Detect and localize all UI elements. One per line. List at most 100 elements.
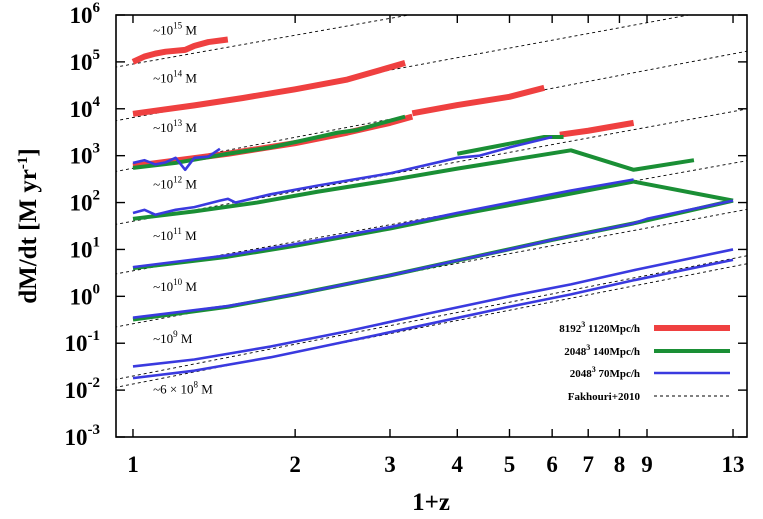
mass-label-exponent: 12 [173, 174, 182, 184]
mass-label-prefix: ~10 [153, 120, 173, 135]
data-series [131, 36, 734, 380]
mass-label-exponent: 11 [173, 226, 182, 236]
y-tick-label: 10-2 [65, 375, 101, 403]
mass-label-unit: M [182, 176, 197, 191]
y-tick-exponent: 3 [93, 141, 101, 157]
y-axis-title-close: ] [15, 148, 42, 156]
mass-label-prefix: ~10 [153, 23, 173, 38]
legend-label: Fakhouri+2010 [568, 391, 641, 403]
mass-label-prefix: ~10 [153, 176, 173, 191]
legend-label-exponent: 3 [592, 365, 596, 374]
mass-label: ~1012 M [153, 174, 197, 191]
mass-label: ~1015 M [153, 21, 197, 38]
y-tick-label: 10-3 [65, 422, 101, 450]
x-tick-label: 13 [722, 452, 745, 477]
y-tick-label: 102 [70, 188, 101, 216]
series-8192-1120mpc-line [411, 84, 545, 117]
y-tick-base: 10 [70, 237, 93, 262]
y-tick-base: 10 [65, 378, 88, 403]
series-2048-70mpc-line [132, 258, 734, 380]
mass-label-prefix: ~10 [153, 331, 173, 346]
series-2048-70mpc-line [132, 199, 734, 320]
y-tick-exponent: -2 [88, 375, 101, 391]
y-axis-title-exponent: -1 [15, 157, 31, 170]
y-tick-exponent: 2 [93, 188, 101, 204]
mass-label-unit: M [182, 23, 197, 38]
mass-label-exponent: 8 [194, 379, 199, 389]
series-2048-70mpc-line [132, 178, 634, 269]
legend-label-main: 8192 [559, 323, 582, 335]
mass-label-exponent: 10 [173, 277, 183, 287]
x-axis-title: 1+z [412, 489, 450, 516]
legend-label-suffix: 140Mpc/h [590, 346, 640, 358]
mass-label: ~1011 M [153, 226, 197, 243]
mass-label: ~6 × 108 M [153, 379, 213, 396]
series-8192-1120mpc-line [131, 36, 229, 65]
y-tick-base: 10 [70, 50, 93, 75]
y-tick-base: 10 [70, 144, 93, 169]
x-tick-label: 8 [614, 452, 626, 477]
series-2048-70mpc-line [132, 135, 553, 217]
series-8192-1120mpc-line [559, 119, 635, 138]
y-tick-base: 10 [70, 191, 93, 216]
y-axis-title: dM/dt [M yr-1] [15, 148, 42, 304]
x-tick-label: 4 [452, 452, 464, 477]
mass-label: ~109 M [153, 329, 193, 346]
legend-label-suffix: 1120Mpc/h [585, 323, 640, 335]
y-tick-exponent: 5 [93, 47, 101, 63]
series-2048-70mpc-line [132, 147, 221, 172]
y-tick-base: 10 [70, 97, 93, 122]
fakhouri-fit-line [116, 255, 747, 380]
y-tick-exponent: 0 [93, 281, 101, 297]
mass-labels: ~1015 M~1014 M~1013 M~1012 M~1011 M~1010… [153, 21, 213, 397]
fakhouri-fit-line [116, 15, 412, 68]
y-tick-label: 101 [70, 234, 101, 262]
y-axis-title-main: dM/dt [M yr [15, 169, 42, 304]
y-tick-label: 104 [70, 94, 101, 122]
y-tick-exponent: 1 [93, 234, 101, 250]
x-tick-label: 2 [289, 452, 301, 477]
mass-label-unit: M [182, 279, 197, 294]
legend-label-main: 2048 [564, 346, 587, 358]
y-tick-base: 10 [65, 331, 88, 356]
y-tick-base: 10 [70, 3, 93, 28]
x-tick-label: 5 [504, 452, 516, 477]
y-tick-label: 106 [70, 0, 101, 28]
mass-label-prefix: ~10 [153, 279, 173, 294]
y-tick-label: 10-1 [65, 328, 101, 356]
series-2048-70mpc-line [132, 248, 734, 368]
mass-label-exponent: 14 [173, 69, 183, 79]
y-tick-exponent: 6 [93, 0, 101, 16]
y-tick-exponent: 4 [93, 94, 101, 110]
y-tick-base: 10 [65, 425, 88, 450]
mass-label-unit: M [182, 120, 197, 135]
y-tick-label: 105 [70, 47, 101, 75]
mass-label: ~1013 M [153, 118, 197, 135]
series-2048-140mpc-line [456, 135, 564, 156]
x-tick-label: 9 [641, 452, 653, 477]
x-tick-label: 1 [127, 452, 139, 477]
legend-label-suffix: 70Mpc/h [596, 368, 640, 380]
y-tick-label: 100 [70, 281, 101, 309]
axis-ticks: 1 2 3 4 5 6 7 8 9 1310-310-210-110010110210310410… [65, 0, 747, 477]
series-2048-140mpc-line [132, 179, 734, 271]
mass-label-unit: M [198, 381, 213, 396]
y-tick-base: 10 [70, 284, 93, 309]
mass-label-unit: M [182, 71, 197, 86]
mass-label-exponent: 13 [173, 118, 183, 128]
mass-label-prefix: ~10 [153, 228, 173, 243]
series-2048-140mpc-line [132, 148, 695, 221]
mass-label: ~1014 M [153, 69, 197, 86]
mass-label-prefix: ~10 [153, 71, 173, 86]
legend-label-exponent: 3 [586, 343, 590, 352]
legend-label-exponent: 3 [581, 320, 585, 329]
x-tick-label: 3 [384, 452, 396, 477]
mass-label-unit: M [182, 228, 197, 243]
fakhouri-fit-line [116, 108, 747, 225]
mass-label-exponent: 9 [173, 329, 178, 339]
y-tick-exponent: -1 [88, 328, 101, 344]
legend-label: 20483 140Mpc/h [564, 343, 640, 358]
mass-label-prefix: ~6 × 10 [153, 381, 193, 396]
